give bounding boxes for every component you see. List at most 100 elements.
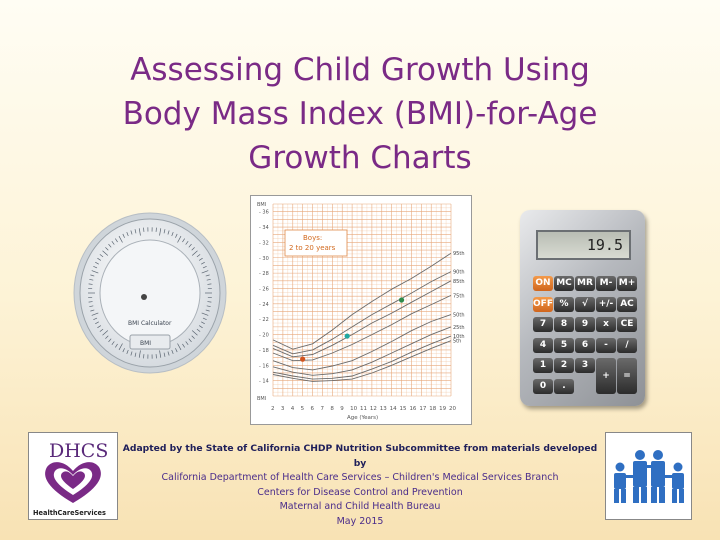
- wheel-tick: [198, 325, 203, 329]
- percentile-curve: [272, 271, 452, 355]
- wheel-tick: [171, 349, 174, 355]
- x-tick-label: 8: [330, 406, 334, 412]
- percentile-curve: [272, 280, 452, 358]
- growth-data-point: [344, 333, 350, 339]
- bmi-wheel-image: BMI Calculator BMI: [70, 205, 230, 375]
- wheel-tick: [163, 352, 166, 357]
- x-tick-label: 7: [320, 406, 324, 412]
- y-tick-label: - 20: [259, 333, 269, 339]
- calculator-key: 4: [533, 337, 553, 353]
- wheel-tick: [97, 325, 102, 329]
- wheel-tick: [89, 305, 94, 308]
- wheel-tick: [201, 321, 205, 325]
- wheel-tick: [138, 350, 141, 358]
- wheel-tick: [191, 330, 198, 336]
- wheel-tick: [196, 254, 201, 258]
- wheel-tick: [167, 351, 170, 356]
- credits-line-3: Centers for Disease Control and Preventi…: [257, 486, 463, 498]
- family-logo: [605, 432, 692, 520]
- wheel-tick: [159, 228, 162, 236]
- percentile-label: 10th: [453, 334, 465, 340]
- wheel-tick: [130, 230, 133, 235]
- wheel-tick: [95, 261, 99, 265]
- legend-line-2: 2 to 20 years: [289, 244, 336, 252]
- slide-title: Assessing Child Growth Using Body Mass I…: [40, 48, 680, 180]
- wheel-tick: [99, 328, 104, 332]
- growth-data-point: [398, 297, 405, 303]
- wheel-tick: [198, 257, 203, 261]
- wheel-tick: [171, 231, 174, 237]
- calculator-key: -: [596, 337, 616, 353]
- calculator-key: =: [617, 358, 637, 394]
- wheel-tick: [91, 270, 99, 274]
- y-tick-label: - 26: [259, 286, 269, 292]
- title-line-3: Growth Charts: [248, 140, 472, 176]
- x-tick-label: 12: [370, 406, 377, 412]
- wheel-tick: [175, 348, 178, 353]
- x-tick-label: 11: [360, 406, 367, 412]
- calculator-key: 6: [575, 337, 595, 353]
- wheel-tick: [95, 321, 99, 325]
- calculator-display: 19.5: [536, 230, 631, 260]
- wheel-tick: [89, 278, 94, 281]
- wheel-tick: [205, 274, 210, 277]
- wheel-tick: [201, 270, 209, 274]
- wheel-tick: [102, 250, 109, 256]
- wheel-tick: [108, 338, 112, 343]
- calculator-key: M+: [617, 276, 637, 291]
- y-tick-label: - 32: [259, 240, 269, 246]
- y-tick-label: - 14: [259, 379, 269, 385]
- growth-chart: - 36 - 34 - 32 - 30 - 28 - 26 - 24 - 22 - 20 - 18…: [250, 195, 472, 425]
- wheel-tick: [111, 341, 115, 345]
- wheel-tick: [105, 247, 109, 251]
- wheel-tick: [182, 238, 185, 243]
- growth-chart-svg: - 36 - 34 - 32 - 30 - 28 - 26 - 24 - 22 - 20 - 18…: [251, 196, 471, 424]
- x-tick-label: 9: [340, 406, 344, 412]
- calculator-key: x: [596, 317, 616, 332]
- x-tick-label: 10: [350, 406, 357, 412]
- x-tick-label: 19: [439, 406, 446, 412]
- calculator-key: 5: [554, 337, 574, 353]
- y-tick-label: - 16: [259, 363, 269, 369]
- calculator-key: 0: [533, 378, 553, 394]
- wheel-tick: [118, 235, 123, 243]
- wheel-tick: [134, 229, 137, 234]
- credits-line-4: Maternal and Child Health Bureau: [279, 501, 441, 512]
- dhcs-logo: DHCS HealthCareServices: [28, 432, 118, 520]
- wheel-tick: [134, 352, 137, 357]
- wheel-tick: [88, 301, 93, 303]
- calculator-key: MR: [575, 276, 595, 291]
- y-axis-title-bottom: BMI: [257, 396, 266, 402]
- calculator-key: ON: [533, 276, 553, 291]
- wheel-tick: [99, 254, 104, 258]
- x-tick-label: 15: [400, 406, 407, 412]
- credits-line-5: May 2015: [336, 515, 384, 527]
- wheel-tick: [91, 312, 99, 316]
- x-tick-label: 20: [449, 406, 456, 412]
- dhcs-logo-text: DHCS: [49, 440, 108, 462]
- percentile-curve: [272, 340, 452, 382]
- x-tick-label: 13: [380, 406, 387, 412]
- percentile-curve: [272, 326, 452, 376]
- percentile-label: 25th: [453, 325, 465, 331]
- wheel-tick: [126, 231, 129, 237]
- x-tick-label: 17: [419, 406, 426, 412]
- growth-data-point: [300, 356, 306, 362]
- wheel-tick: [201, 261, 205, 265]
- y-tick-label: - 34: [259, 225, 269, 231]
- calculator-key: √: [575, 296, 595, 312]
- y-tick-label: - 28: [259, 271, 269, 277]
- wheel-tick: [90, 309, 95, 312]
- calculator-key: 1: [533, 358, 553, 373]
- wheel-tick: [185, 341, 189, 345]
- bmi-wheel-icon: BMI Calculator BMI: [73, 212, 227, 374]
- percentile-curve: [272, 252, 452, 350]
- y-tick-label: - 36: [259, 210, 269, 216]
- wheel-tick: [207, 283, 212, 285]
- percentile-label: 95th: [453, 251, 465, 257]
- wheel-tick: [177, 343, 182, 351]
- title-line-2: Body Mass Index (BMI)-for-Age: [122, 96, 598, 132]
- calculator-key: 8: [554, 317, 574, 332]
- wheel-tick: [188, 243, 192, 248]
- wheel-tick: [191, 247, 195, 251]
